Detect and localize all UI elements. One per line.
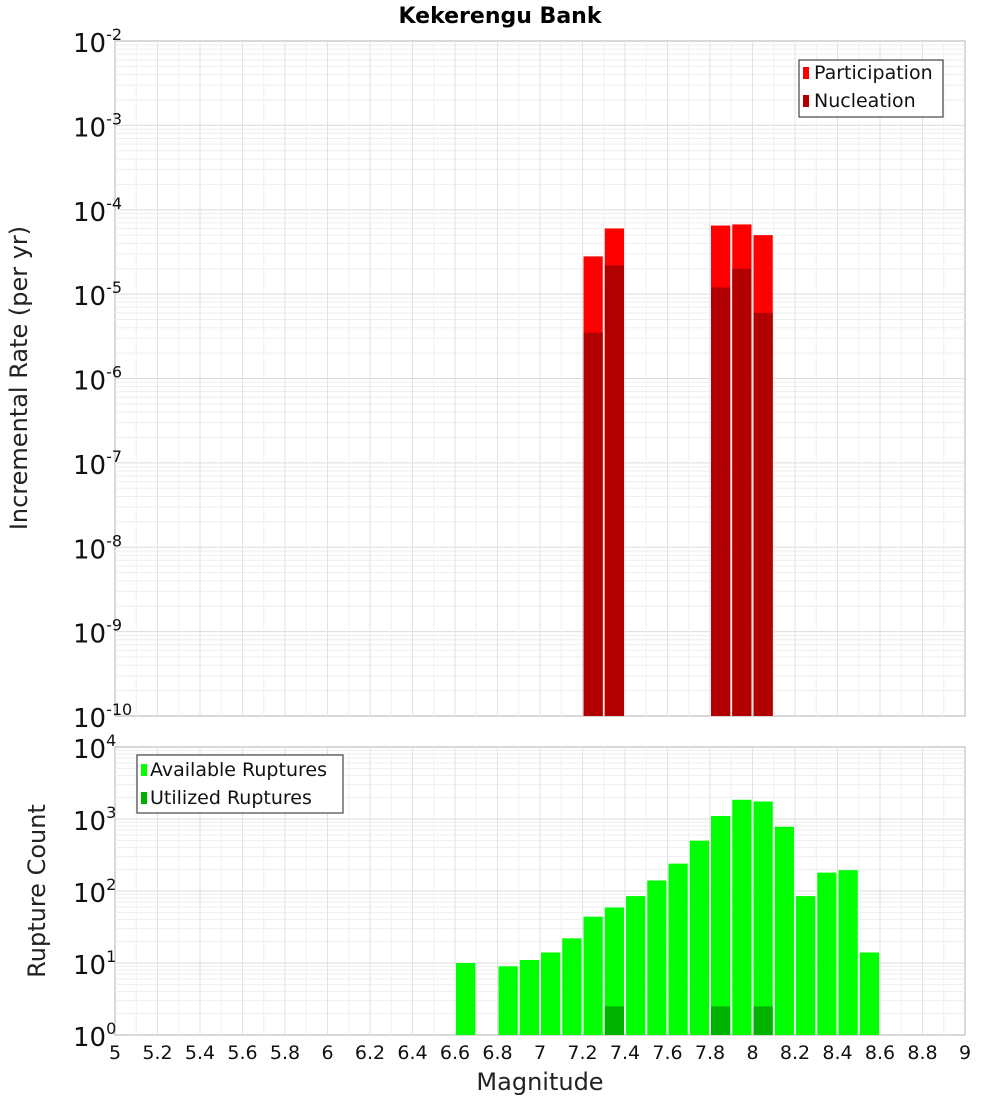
bar-available-ruptures — [604, 907, 624, 1035]
bar-available-ruptures — [711, 816, 731, 1035]
rate-legend: Participation Nucleation — [798, 59, 944, 118]
y-tick-label: 10-10 — [73, 700, 132, 734]
bar-nucleation — [732, 268, 752, 716]
bar-available-ruptures — [796, 896, 816, 1035]
x-tick-label: 6.4 — [397, 1042, 427, 1064]
bar-available-ruptures — [668, 863, 688, 1035]
x-axis-ticks: 5 5.2 5.4 5.6 5.8 6 6.2 6.4 6.6 6.8 7 7.2 7.4 7.6 7.8 8… — [109, 1042, 971, 1064]
bar-available-ruptures — [562, 938, 582, 1035]
legend-swatch-available — [141, 764, 147, 776]
x-tick-label: 6.6 — [440, 1042, 470, 1064]
bar-available-ruptures — [541, 952, 561, 1035]
x-tick-label: 7 — [534, 1042, 546, 1064]
legend-label-utilized: Utilized Ruptures — [150, 787, 312, 809]
y-tick-label: 100 — [73, 1019, 116, 1053]
y-tick-label: 10-2 — [73, 25, 122, 59]
x-tick-label: 5.8 — [270, 1042, 300, 1064]
count-panel: 100 101 102 103 104 Rupture Count Available … — [23, 731, 966, 1053]
legend-label-available: Available Ruptures — [150, 759, 327, 781]
bar-available-ruptures — [774, 826, 794, 1035]
legend-swatch-participation — [803, 67, 809, 79]
x-tick-label: 6.2 — [355, 1042, 385, 1064]
bar-utilized-ruptures — [711, 1006, 731, 1035]
x-tick-label: 6.8 — [482, 1042, 512, 1064]
legend-label-nucleation: Nucleation — [814, 90, 916, 112]
bar-available-ruptures — [689, 840, 709, 1035]
bar-available-ruptures — [838, 870, 858, 1035]
y-tick-label: 10-5 — [73, 278, 122, 312]
legend-label-participation: Participation — [814, 62, 933, 84]
rate-legend-box — [798, 59, 944, 118]
chart-title: Kekerengu Bank — [399, 4, 603, 29]
x-tick-label: 5.4 — [185, 1042, 215, 1064]
x-tick-label: 7.8 — [695, 1042, 725, 1064]
bar-available-ruptures — [732, 799, 752, 1035]
count-legend-box — [136, 754, 344, 814]
bar-available-ruptures — [647, 880, 667, 1035]
y-tick-label: 103 — [73, 803, 116, 837]
x-tick-label: 8.6 — [865, 1042, 895, 1064]
x-tick-label: 7.2 — [567, 1042, 597, 1064]
count-y-ticks: 100 101 102 103 104 — [73, 731, 116, 1053]
count-bars — [456, 799, 879, 1035]
x-tick-label: 7.4 — [610, 1042, 640, 1064]
bar-available-ruptures — [859, 952, 879, 1035]
rate-grid — [115, 41, 965, 716]
rate-bars — [583, 224, 773, 717]
x-axis-label: Magnitude — [476, 1068, 603, 1096]
bar-available-ruptures — [753, 801, 773, 1035]
bar-utilized-ruptures — [604, 1006, 624, 1035]
legend-swatch-utilized — [141, 792, 147, 804]
bar-available-ruptures — [817, 872, 837, 1035]
x-tick-label: 5.2 — [142, 1042, 172, 1064]
y-tick-label: 101 — [73, 947, 116, 981]
rate-y-axis-label: Incremental Rate (per yr) — [5, 226, 33, 530]
x-tick-label: 9 — [959, 1042, 971, 1064]
x-tick-label: 7.6 — [652, 1042, 682, 1064]
y-tick-label: 102 — [73, 875, 116, 909]
count-legend: Available Ruptures Utilized Ruptures — [136, 754, 344, 814]
bar-available-ruptures — [583, 916, 603, 1035]
bar-available-ruptures — [519, 960, 539, 1035]
bar-utilized-ruptures — [753, 1006, 773, 1035]
bar-nucleation — [711, 287, 731, 716]
y-tick-label: 104 — [73, 731, 116, 765]
bar-nucleation — [583, 332, 603, 716]
x-tick-label: 6 — [321, 1042, 333, 1064]
count-y-axis-label: Rupture Count — [23, 804, 51, 978]
x-tick-label: 8.8 — [907, 1042, 937, 1064]
bar-available-ruptures — [456, 963, 476, 1035]
bar-available-ruptures — [626, 896, 646, 1035]
bar-available-ruptures — [498, 966, 518, 1035]
x-tick-label: 5 — [109, 1042, 121, 1064]
x-tick-label: 5.6 — [227, 1042, 257, 1064]
x-tick-label: 8.4 — [822, 1042, 852, 1064]
bar-nucleation — [604, 265, 624, 716]
x-tick-label: 8 — [746, 1042, 758, 1064]
legend-swatch-nucleation — [803, 95, 809, 107]
bar-nucleation — [753, 312, 773, 716]
x-tick-label: 8.2 — [780, 1042, 810, 1064]
